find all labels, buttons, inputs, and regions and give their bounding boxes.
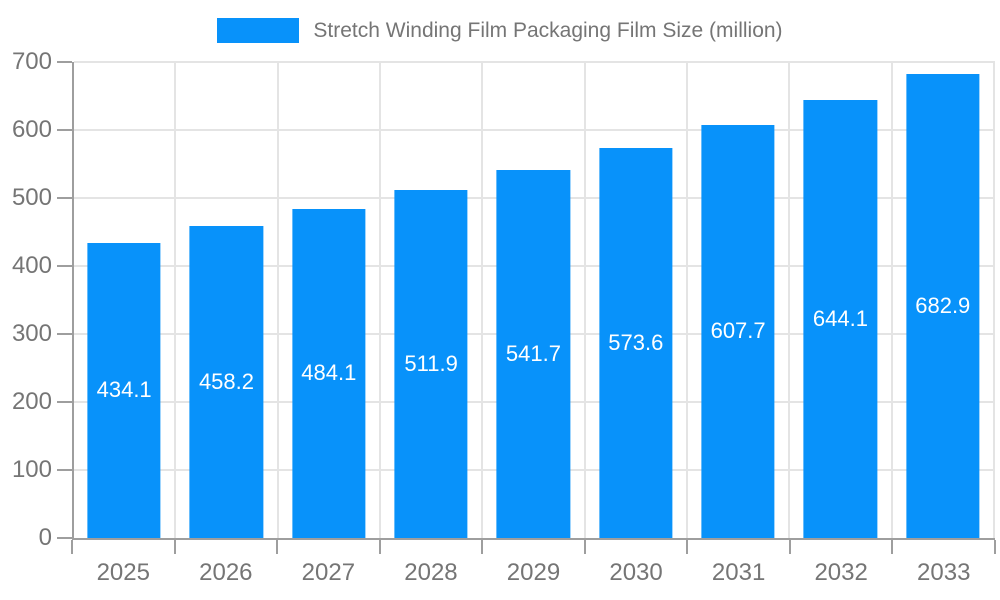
bar: 573.6 [599,147,673,538]
y-axis-tick [57,197,72,199]
bar-value-label: 644.1 [812,306,868,331]
grid-line-horizontal [74,61,995,63]
x-axis-tick-label: 2033 [917,559,971,586]
plot-area: 434.1 458.2 484.1 511.9 541.7 573.6 607.7 644.1… [72,61,995,540]
bar-value-label: 458.2 [198,369,255,395]
x-axis-tick [788,540,791,554]
y-axis-tick-label: 0 [38,524,52,551]
y-axis-tick [57,401,72,403]
bar: 644.1 [803,100,878,538]
x-axis-tick [583,540,586,554]
x-axis-tick-label: 2025 [96,559,150,586]
category-band: 682.9 [893,62,995,538]
x-axis-tick-label: 2031 [711,559,766,586]
x-axis-tick [994,540,996,554]
legend-label: Stretch Winding Film Packaging Film Size… [313,18,783,42]
category-band: 644.1 [790,62,893,538]
bar-value-label: 541.7 [505,340,561,366]
category-band: 511.9 [381,62,484,538]
x-axis-tick-label: 2028 [404,559,458,586]
y-axis-tick-label: 500 [11,184,52,211]
category-band: 573.6 [586,62,688,538]
bar-value-label: 511.9 [404,350,458,376]
y-axis-tick-label: 600 [11,116,52,143]
x-axis-tick-label: 2030 [609,559,663,586]
x-axis-tick [173,540,176,554]
y-axis: 0 100 200 300 400 500 600 700 [0,48,72,551]
y-axis-tick [57,129,72,131]
bar: 458.2 [189,226,264,538]
x-axis-tick-label: 2032 [814,559,868,586]
bar: 434.1 [87,242,161,538]
category-band: 458.2 [176,62,279,538]
x-axis-tick [378,540,381,554]
grid-line-horizontal [74,129,995,131]
y-axis-tick-label: 700 [11,48,52,75]
bar-value-label: 434.1 [96,377,152,403]
bar-value-label: 682.9 [915,292,971,318]
category-band: 541.7 [483,62,586,538]
plot-inner: 434.1 458.2 484.1 511.9 541.7 573.6 607.7 644.1… [74,61,995,538]
x-axis-tick [891,540,894,554]
bar: 607.7 [701,124,775,538]
y-axis-tick [57,333,72,335]
y-axis-tick-label: 100 [11,456,52,483]
category-band: 434.1 [74,62,177,538]
bar: 511.9 [394,189,468,538]
category-band: 484.1 [279,62,381,538]
x-axis-tick-label: 2026 [199,559,253,586]
x-axis: 2025 2026 2027 2028 2029 2030 2031 2032 2033 [71,540,996,595]
x-axis-tick [276,540,279,554]
y-axis-tick [57,537,72,539]
bar: 682.9 [906,73,980,538]
bar-value-label: 484.1 [301,360,357,386]
legend[interactable]: Stretch Winding Film Packaging Film Size… [0,18,1000,43]
bars-layer: 434.1 458.2 484.1 511.9 541.7 573.6 607.7 644.1… [74,62,995,538]
bar: 541.7 [496,169,571,538]
legend-swatch-icon [217,18,300,43]
bar-value-label: 573.6 [608,329,664,355]
y-axis-tick [57,61,72,63]
x-axis-tick-label: 2027 [301,559,356,586]
y-axis-tick-label: 200 [11,388,52,415]
y-axis-tick [57,265,72,267]
y-axis-tick-label: 300 [11,320,52,347]
category-band: 607.7 [688,62,791,538]
x-axis-tick [71,540,73,554]
bar-value-label: 607.7 [710,318,766,344]
y-axis-tick-label: 400 [11,252,52,279]
x-axis-tick [686,540,689,554]
y-axis-tick [57,469,72,471]
x-axis-tick-label: 2029 [506,559,561,586]
x-axis-tick [481,540,484,554]
bar: 484.1 [292,208,366,538]
